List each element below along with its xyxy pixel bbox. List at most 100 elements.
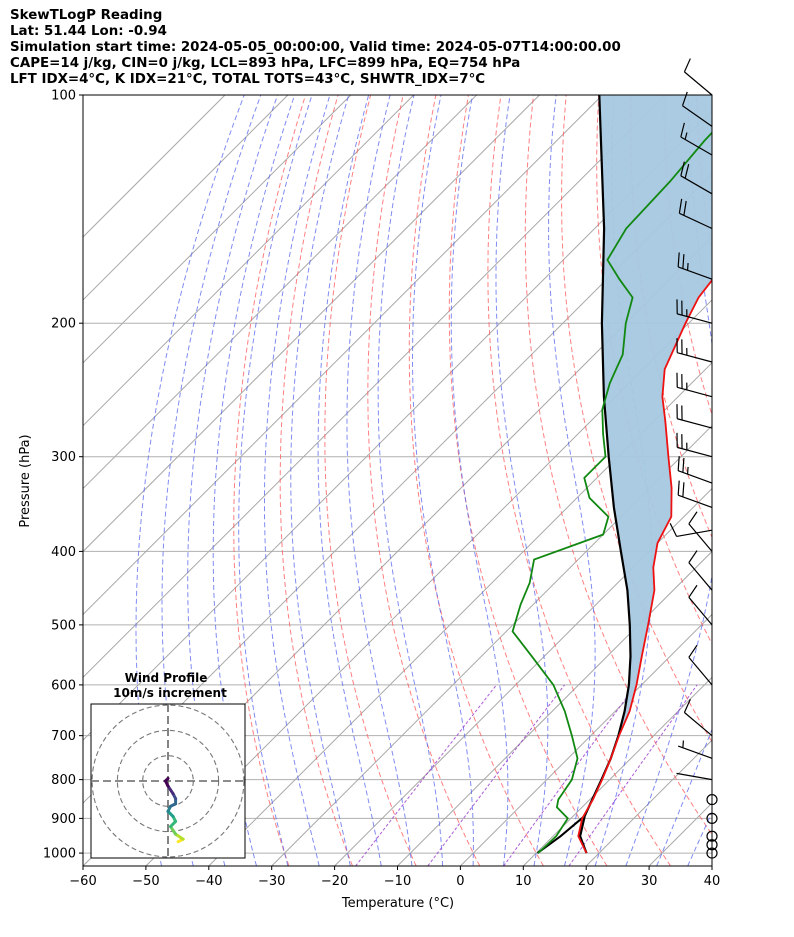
y-tick-label: 200 bbox=[51, 317, 76, 332]
isotherm bbox=[145, 299, 712, 866]
wind-barb-flag bbox=[682, 254, 685, 269]
wind-barb-flag bbox=[678, 198, 683, 214]
profiles bbox=[511, 95, 712, 854]
y-tick-label: 600 bbox=[51, 678, 76, 693]
x-tick-label: 20 bbox=[578, 874, 595, 889]
moist-adiabat bbox=[625, 95, 712, 866]
calm-wind-circle bbox=[706, 830, 718, 842]
wind-barb-shaft bbox=[680, 175, 713, 195]
isotherm bbox=[460, 613, 712, 866]
wind-barb-shaft bbox=[688, 523, 713, 552]
wind-barb-shaft bbox=[688, 656, 713, 686]
hodograph-segment bbox=[174, 832, 185, 841]
dry-adiabat bbox=[367, 95, 481, 866]
wind-barb-flag bbox=[669, 523, 678, 537]
moist-adiabat bbox=[264, 95, 331, 866]
wind-barb-flag bbox=[683, 698, 691, 713]
x-tick-label: −10 bbox=[384, 874, 411, 889]
wind-barb-shaft bbox=[677, 386, 713, 398]
wind-barb-flag bbox=[683, 200, 687, 216]
moist-adiabat bbox=[161, 95, 262, 866]
x-tick-label: 10 bbox=[515, 874, 532, 889]
wind-barb-shaft bbox=[677, 352, 713, 363]
dry-adiabat bbox=[279, 95, 353, 866]
moist-adiabat bbox=[719, 95, 794, 866]
cape-shading bbox=[599, 95, 712, 759]
wind-barb-half-flag bbox=[686, 466, 689, 475]
wind-barbs bbox=[669, 58, 718, 859]
wind-barb-flag bbox=[680, 161, 685, 176]
wind-barb-flag bbox=[681, 91, 688, 106]
y-tick-label: 400 bbox=[51, 545, 76, 560]
dewpoint-line bbox=[511, 131, 712, 854]
moist-adiabat bbox=[187, 95, 279, 866]
moist-adiabat bbox=[450, 95, 509, 866]
wind-barb-half-flag bbox=[686, 263, 689, 271]
calm-wind-circle bbox=[706, 847, 718, 859]
isotherm bbox=[83, 95, 289, 301]
x-tick-label: 40 bbox=[704, 874, 721, 889]
isotherm bbox=[522, 676, 712, 866]
hodograph-ring bbox=[91, 704, 245, 858]
isotherm bbox=[208, 362, 712, 866]
wind-barb-flag bbox=[682, 457, 685, 473]
y-tick-label: 500 bbox=[51, 618, 76, 633]
dry-adiabat bbox=[487, 95, 672, 866]
wind-barb-flag bbox=[682, 482, 685, 497]
dry-adiabat bbox=[561, 95, 712, 743]
axes: Temperature (°C) Pressure (hPa) −60 −50 −4… bbox=[18, 89, 720, 912]
location-line: Lat: 51.44 Lon: -0.94 bbox=[10, 24, 167, 39]
wind-barb-shaft bbox=[682, 105, 713, 127]
wind-barb-flag bbox=[688, 511, 698, 525]
isotherm bbox=[271, 424, 712, 866]
mixing-ratio-line bbox=[355, 684, 497, 866]
dry-adiabat bbox=[762, 95, 794, 866]
wind-barb-shaft bbox=[679, 212, 713, 230]
hodograph: Wind Profile 10m/s increment bbox=[90, 671, 246, 859]
y-tick-label: 800 bbox=[51, 773, 76, 788]
moist-adiabat bbox=[238, 95, 313, 866]
y-tick-label: 300 bbox=[51, 450, 76, 465]
isotherm bbox=[83, 95, 415, 427]
wind-barb-shaft bbox=[677, 494, 713, 509]
dry-adiabat bbox=[233, 95, 306, 866]
x-axis-label: Temperature (°C) bbox=[341, 896, 454, 911]
hodograph-segment bbox=[166, 784, 175, 796]
wind-barb-flag bbox=[677, 252, 680, 267]
moist-adiabat bbox=[548, 95, 596, 866]
hodograph-segment bbox=[169, 825, 178, 836]
mixing-ratio-line bbox=[568, 684, 698, 866]
wind-barb-shaft bbox=[677, 446, 713, 458]
moist-adiabat bbox=[656, 727, 712, 866]
calm-wind-circle bbox=[706, 793, 718, 806]
moist-adiabat bbox=[346, 95, 413, 866]
x-tick-label: 0 bbox=[456, 874, 464, 889]
index-line: LFT IDX=4°C, K IDX=21°C, TOTAL TOTS=43°C… bbox=[10, 72, 486, 87]
moist-adiabat bbox=[317, 95, 382, 866]
wind-barb-flag bbox=[683, 58, 691, 73]
wind-barb-half-flag bbox=[684, 132, 688, 140]
x-tick-label: 30 bbox=[641, 874, 658, 889]
temperature-line bbox=[577, 278, 712, 854]
dry-adiabat bbox=[448, 95, 608, 866]
y-tick-label: 100 bbox=[51, 89, 76, 104]
wind-barb-shaft bbox=[684, 71, 713, 96]
wind-barb-flag bbox=[688, 584, 698, 598]
wind-barb-shaft bbox=[677, 745, 713, 759]
x-tick-label: −20 bbox=[321, 874, 348, 889]
wind-barb-half-flag bbox=[682, 740, 684, 748]
isotherm bbox=[83, 95, 603, 616]
dry-adiabat bbox=[524, 95, 712, 836]
y-tick-label: 900 bbox=[51, 812, 76, 827]
time-line: Simulation start time: 2024-05-05_00:00:… bbox=[10, 40, 621, 55]
stability-line: CAPE=14 j/kg, CIN=0 j/kg, LCL=893 hPa, L… bbox=[10, 56, 521, 71]
wind-barb-shaft bbox=[677, 418, 713, 429]
hodograph-segment bbox=[163, 776, 170, 783]
isotherm bbox=[83, 110, 712, 741]
wind-barb-shaft bbox=[688, 596, 713, 626]
wind-barb-shaft bbox=[680, 136, 713, 156]
wind-barb-shaft bbox=[677, 313, 713, 324]
calm-wind-circle bbox=[706, 812, 718, 824]
mixing-ratio-line bbox=[503, 684, 637, 866]
dry-adiabat bbox=[324, 95, 417, 866]
